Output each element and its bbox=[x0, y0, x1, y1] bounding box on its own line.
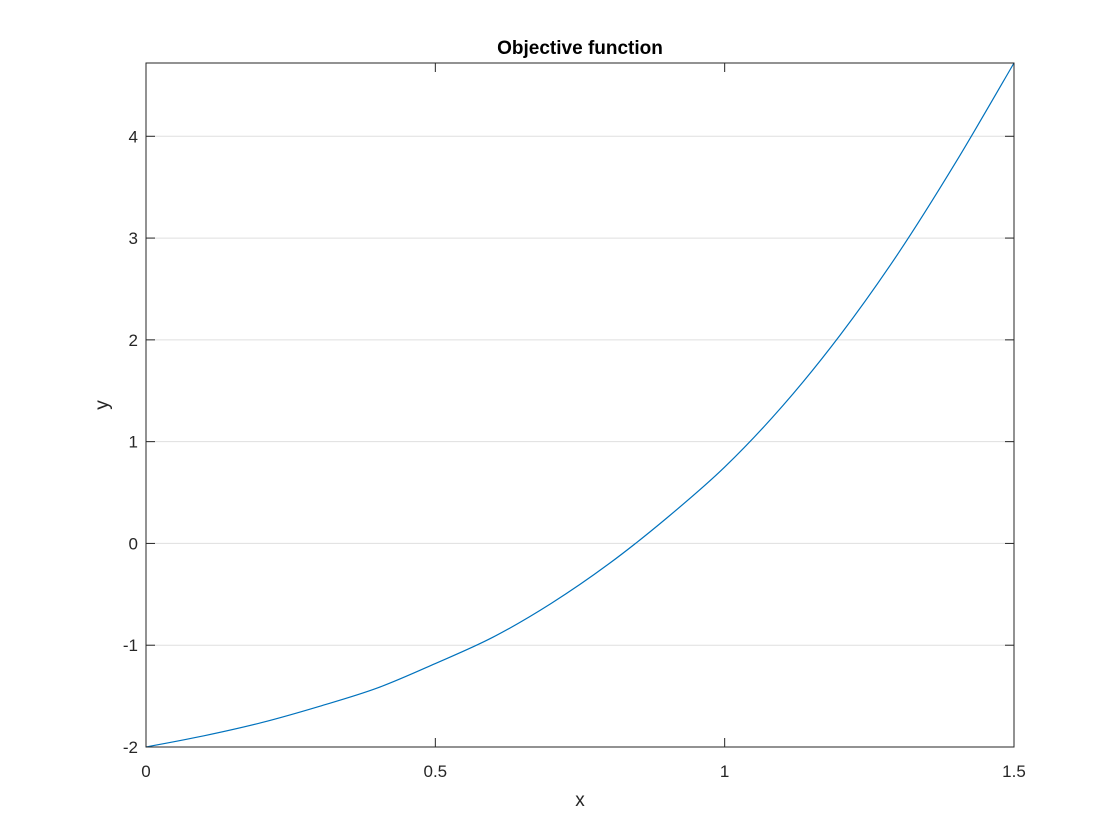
y-tick-label: -1 bbox=[123, 636, 138, 655]
series-layer bbox=[145, 62, 1015, 748]
x-tick-label: 0.5 bbox=[424, 762, 448, 781]
x-axis-label: x bbox=[575, 790, 585, 811]
series-line bbox=[145, 62, 1015, 748]
y-tick-label: 3 bbox=[129, 229, 138, 248]
y-tick-label: 1 bbox=[129, 433, 138, 452]
x-tick-label: 1.5 bbox=[1002, 762, 1026, 781]
y-tick-label: 0 bbox=[129, 534, 138, 553]
axes-box bbox=[145, 62, 1015, 748]
y-tick-label: 2 bbox=[129, 331, 138, 350]
y-tick-label: 4 bbox=[129, 127, 138, 146]
y-axis-label: y bbox=[92, 400, 113, 410]
x-tick-label: 0 bbox=[141, 762, 150, 781]
chart-title: Objective function bbox=[497, 38, 663, 59]
tick-layer: -2 -1 0 1 2 3 4 0 0.5 1 1.5 bbox=[123, 63, 1026, 781]
y-tick-label: -2 bbox=[123, 738, 138, 757]
x-tick-label: 1 bbox=[720, 762, 729, 781]
grid-layer bbox=[146, 135, 1014, 646]
